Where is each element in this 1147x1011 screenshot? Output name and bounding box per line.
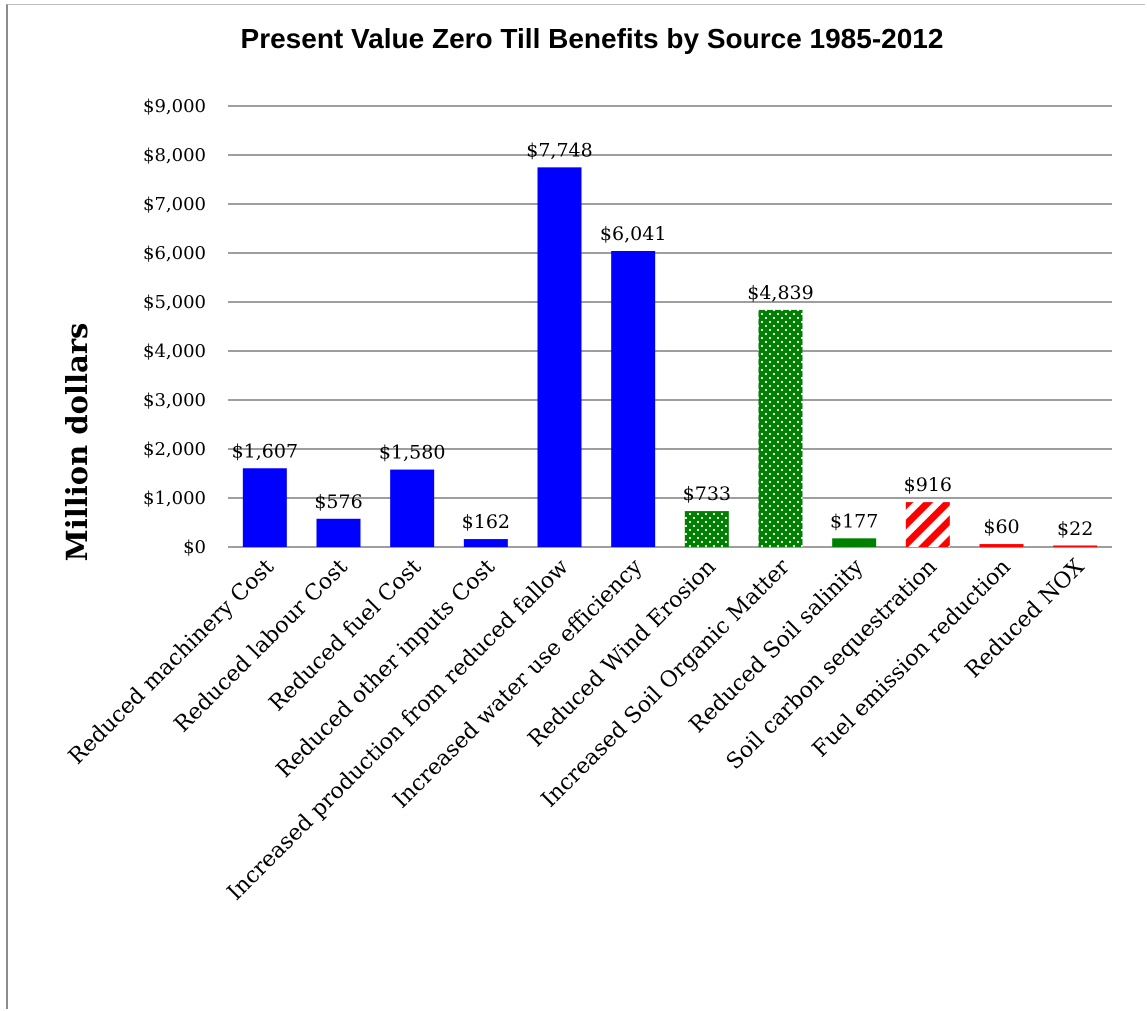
y-tick-label: $7,000 [143,194,206,215]
y-tick-label: $9,000 [143,96,206,117]
data-labels: $1,607 $576 $1,580 $162 $7,748 $6,041 $733 $4,8… [232,139,1094,540]
x-tick-label: Increased production from reduced fallow [223,554,574,905]
data-label: $1,580 [379,442,445,464]
bar [242,468,287,547]
data-label: $4,839 [747,282,813,304]
y-tick-label: $6,000 [143,243,206,264]
chart-title: Present Value Zero Till Benefits by Sour… [241,23,944,54]
bar [316,518,361,547]
y-tick-labels: $0 $1,000 $2,000 $3,000 $4,000 $5,000 $6,000 $7… [143,96,206,558]
data-label: $22 [1057,518,1093,540]
bar [758,309,803,547]
bar [390,469,435,547]
data-label: $733 [683,483,731,505]
bar [905,502,950,547]
data-label: $576 [314,491,362,513]
gridlines [228,105,1112,548]
y-tick-label: $8,000 [143,145,206,166]
y-tick-label: $3,000 [143,390,206,411]
data-label: $916 [904,474,952,496]
data-label: $1,607 [232,440,298,462]
bar [684,511,729,547]
bar [537,167,582,547]
bar [463,539,508,547]
data-label: $7,748 [526,139,592,161]
data-label: $177 [830,510,878,532]
bar [979,544,1024,547]
bar [611,250,656,547]
y-tick-label: $0 [183,537,206,558]
chart-frame [6,4,1145,1009]
data-label: $162 [462,511,510,533]
data-label: $6,041 [600,223,666,245]
bars [242,167,1098,547]
y-tick-label: $2,000 [143,439,206,460]
data-label: $60 [983,516,1019,538]
bar [832,538,877,547]
y-axis-label: Million dollars [60,323,94,562]
y-tick-label: $4,000 [143,341,206,362]
y-tick-label: $5,000 [143,292,206,313]
y-tick-label: $1,000 [143,488,206,509]
bar [1053,545,1098,547]
